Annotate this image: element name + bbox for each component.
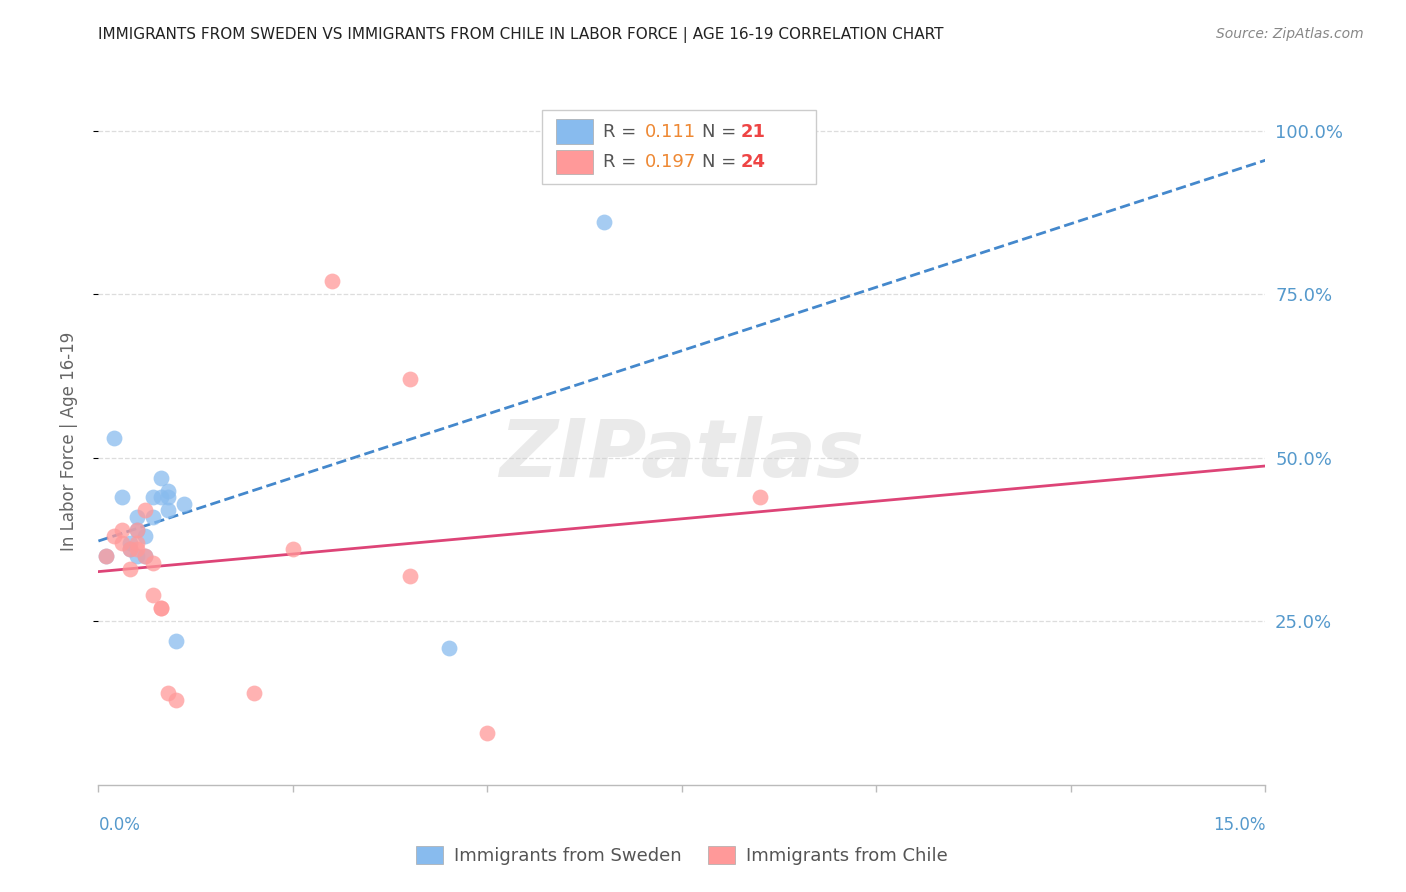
Point: [243, 686, 266, 700]
Point: [748, 490, 770, 504]
Point: [134, 529, 156, 543]
Legend: Immigrants from Sweden, Immigrants from Chile: Immigrants from Sweden, Immigrants from …: [409, 838, 955, 872]
Point: [127, 549, 149, 563]
Point: [118, 562, 141, 576]
Point: [142, 588, 165, 602]
Point: [149, 601, 172, 615]
Point: [149, 490, 172, 504]
Y-axis label: In Labor Force | Age 16-19: In Labor Force | Age 16-19: [59, 332, 77, 551]
Text: N =: N =: [702, 123, 742, 141]
Point: [157, 490, 180, 504]
Point: [134, 503, 156, 517]
Point: [173, 497, 195, 511]
Point: [149, 470, 172, 484]
Point: [96, 549, 118, 563]
Point: [96, 549, 118, 563]
Text: Source: ZipAtlas.com: Source: ZipAtlas.com: [1216, 27, 1364, 41]
Point: [118, 542, 141, 557]
Point: [437, 640, 460, 655]
Point: [165, 693, 187, 707]
Text: 0.0%: 0.0%: [98, 816, 141, 834]
Point: [321, 274, 343, 288]
Point: [398, 568, 420, 582]
Point: [398, 372, 420, 386]
Text: IMMIGRANTS FROM SWEDEN VS IMMIGRANTS FROM CHILE IN LABOR FORCE | AGE 16-19 CORRE: IMMIGRANTS FROM SWEDEN VS IMMIGRANTS FRO…: [98, 27, 943, 43]
Text: N =: N =: [702, 153, 742, 171]
Text: ZIPatlas: ZIPatlas: [499, 417, 865, 494]
Point: [593, 215, 616, 229]
Point: [111, 490, 134, 504]
Point: [103, 431, 125, 445]
Text: 24: 24: [741, 153, 765, 171]
Point: [118, 536, 141, 550]
Bar: [541, 110, 815, 184]
Text: R =: R =: [603, 123, 641, 141]
Point: [127, 523, 149, 537]
Point: [127, 536, 149, 550]
Point: [157, 483, 180, 498]
Point: [157, 686, 180, 700]
Bar: [555, 120, 593, 145]
Point: [127, 509, 149, 524]
Point: [127, 542, 149, 557]
Point: [111, 523, 134, 537]
Point: [111, 536, 134, 550]
Point: [127, 523, 149, 537]
Point: [134, 549, 156, 563]
Text: 0.197: 0.197: [644, 153, 696, 171]
Point: [149, 601, 172, 615]
Text: 15.0%: 15.0%: [1213, 816, 1265, 834]
Point: [118, 542, 141, 557]
Text: R =: R =: [603, 153, 641, 171]
Text: 21: 21: [741, 123, 765, 141]
Point: [165, 634, 187, 648]
Point: [103, 529, 125, 543]
Point: [142, 556, 165, 570]
Point: [157, 503, 180, 517]
Point: [142, 490, 165, 504]
Point: [281, 542, 304, 557]
Point: [477, 725, 499, 739]
Text: 0.111: 0.111: [644, 123, 696, 141]
Point: [134, 549, 156, 563]
Point: [142, 509, 165, 524]
Bar: [555, 150, 593, 174]
